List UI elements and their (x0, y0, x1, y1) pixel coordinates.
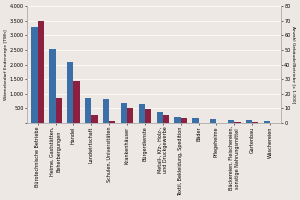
Bar (127, 108, 133, 123)
Bar (109, 121, 116, 123)
Y-axis label: Wärmebedarf Endenergie [TWh]: Wärmebedarf Endenergie [TWh] (4, 29, 8, 100)
Bar (192, 118, 199, 123)
Bar (121, 103, 127, 123)
Y-axis label: Anzahl Gebäude/Betriebe [x 1.000]: Anzahl Gebäude/Betriebe [x 1.000] (292, 26, 296, 103)
Bar (246, 120, 252, 123)
Bar (38, 21, 44, 123)
Bar (145, 109, 151, 123)
Bar (74, 81, 80, 123)
Bar (210, 119, 216, 123)
Bar (264, 121, 270, 123)
Bar (181, 118, 187, 123)
Bar (139, 104, 145, 123)
Bar (32, 27, 38, 123)
Bar (228, 120, 234, 123)
Bar (91, 115, 98, 123)
Bar (67, 62, 74, 123)
Bar (85, 98, 91, 123)
Bar (157, 112, 163, 123)
Bar (103, 99, 109, 123)
Bar (56, 98, 62, 123)
Bar (174, 117, 181, 123)
Bar (163, 115, 169, 123)
Bar (252, 122, 258, 123)
Bar (234, 122, 241, 123)
Bar (50, 49, 56, 123)
